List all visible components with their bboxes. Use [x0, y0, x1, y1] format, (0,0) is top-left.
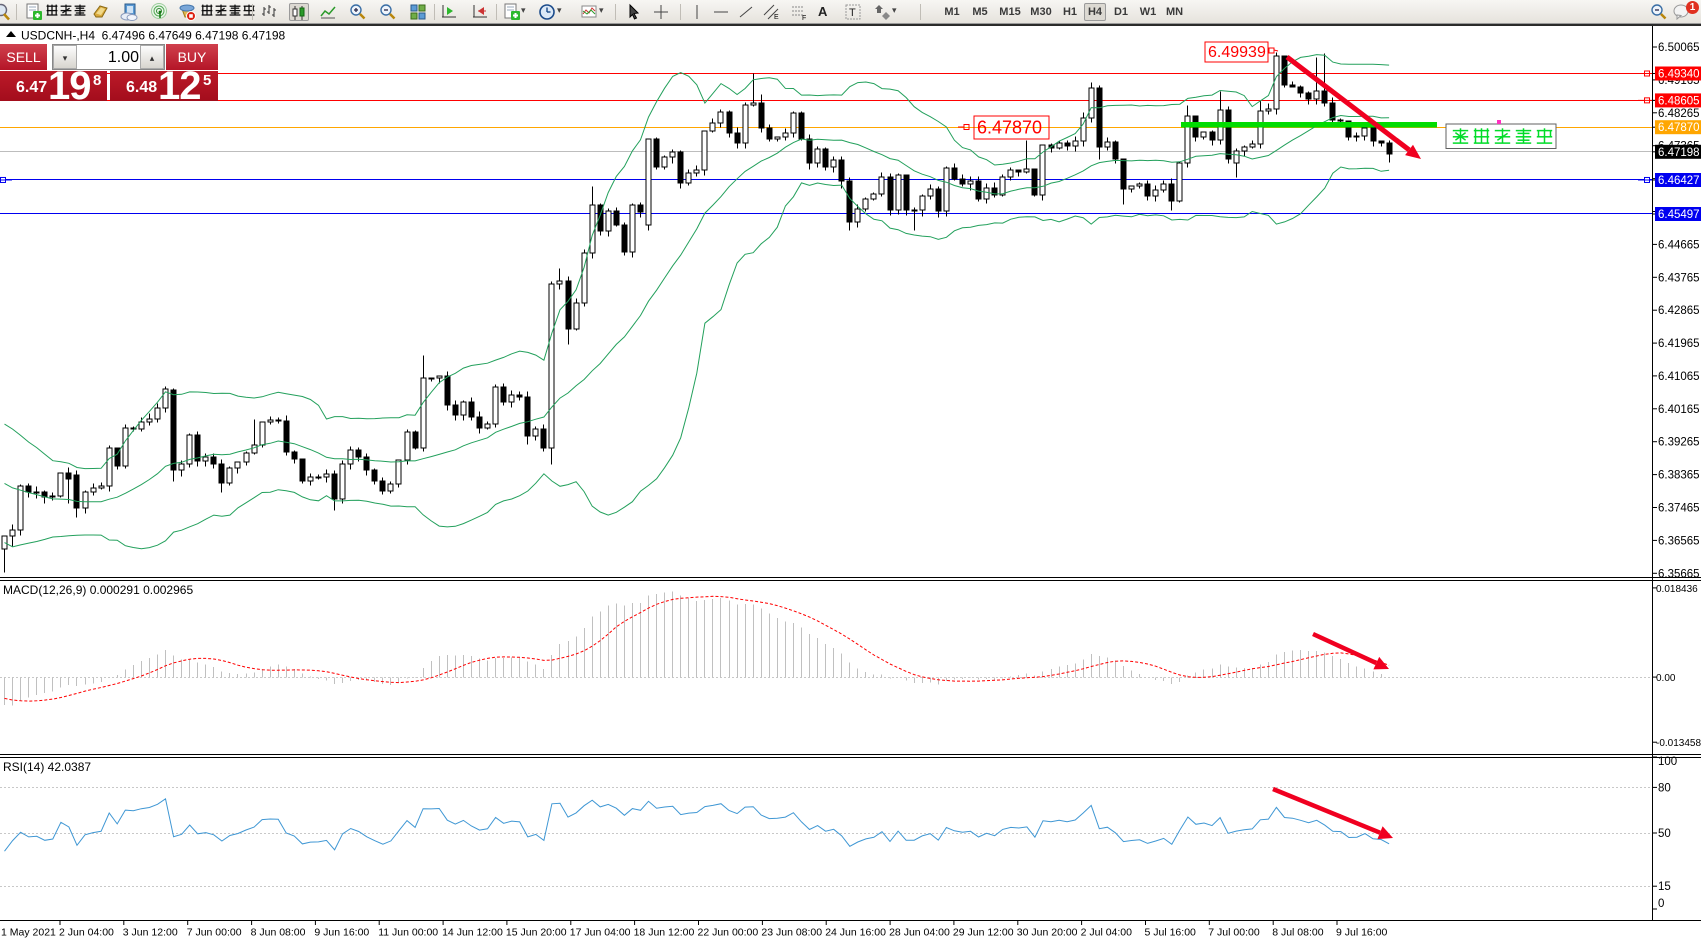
svg-text:11 Jun 00:00: 11 Jun 00:00: [378, 927, 438, 939]
svg-text:6.50065: 6.50065: [1658, 42, 1700, 54]
svg-text:3 Jun 12:00: 3 Jun 12:00: [123, 927, 178, 939]
svg-text:0.018436: 0.018436: [1656, 584, 1698, 595]
svg-text:9 Jun 16:00: 9 Jun 16:00: [314, 927, 369, 939]
svg-text:6.47198: 6.47198: [1658, 147, 1700, 159]
svg-text:0: 0: [1658, 898, 1664, 910]
svg-text:24 Jun 16:00: 24 Jun 16:00: [825, 927, 886, 939]
svg-text:6.41065: 6.41065: [1658, 371, 1700, 383]
svg-text:6.38365: 6.38365: [1658, 470, 1700, 482]
svg-text:6.48265: 6.48265: [1658, 108, 1700, 120]
svg-text:29 Jun 12:00: 29 Jun 12:00: [953, 927, 1014, 939]
svg-text:-0.013458: -0.013458: [1656, 738, 1701, 749]
svg-text:6.48605: 6.48605: [1658, 95, 1700, 107]
svg-text:22 Jun 00:00: 22 Jun 00:00: [698, 927, 759, 939]
svg-text:8 Jun 08:00: 8 Jun 08:00: [251, 927, 306, 939]
svg-text:MACD(12,26,9) 0.000291 0.00296: MACD(12,26,9) 0.000291 0.002965: [3, 583, 193, 597]
svg-text:50: 50: [1658, 828, 1671, 840]
svg-text:0.00: 0.00: [1656, 673, 1676, 684]
svg-text:6.36565: 6.36565: [1658, 535, 1700, 547]
svg-text:6.35665: 6.35665: [1658, 568, 1700, 580]
svg-text:23 Jun 08:00: 23 Jun 08:00: [761, 927, 822, 939]
svg-text:6.47870: 6.47870: [1658, 122, 1700, 134]
svg-text:30 Jun 20:00: 30 Jun 20:00: [1017, 927, 1078, 939]
svg-text:100: 100: [1658, 756, 1677, 768]
svg-text:6.47870: 6.47870: [977, 118, 1042, 138]
svg-text:6.41965: 6.41965: [1658, 338, 1700, 350]
svg-text:F: F: [802, 15, 806, 21]
svg-text:2 Jun 04:00: 2 Jun 04:00: [59, 927, 114, 939]
svg-text:8 Jul 08:00: 8 Jul 08:00: [1272, 927, 1324, 939]
svg-text:7 Jun 00:00: 7 Jun 00:00: [187, 927, 242, 939]
svg-text:15: 15: [1658, 881, 1671, 893]
svg-text:28 Jun 04:00: 28 Jun 04:00: [889, 927, 950, 939]
svg-text:6.37465: 6.37465: [1658, 503, 1700, 515]
svg-text:6.49340: 6.49340: [1658, 69, 1700, 81]
svg-text:6.39265: 6.39265: [1658, 437, 1700, 449]
svg-text:18 Jun 12:00: 18 Jun 12:00: [634, 927, 695, 939]
svg-text:6.49939: 6.49939: [1208, 44, 1266, 61]
svg-text:2 Jul 04:00: 2 Jul 04:00: [1081, 927, 1133, 939]
svg-text:T: T: [849, 7, 856, 19]
svg-text:17 Jun 04:00: 17 Jun 04:00: [570, 927, 631, 939]
svg-text:9 Jul 16:00: 9 Jul 16:00: [1336, 927, 1388, 939]
svg-text:RSI(14) 42.0387: RSI(14) 42.0387: [3, 760, 91, 774]
svg-text:14 Jun 12:00: 14 Jun 12:00: [442, 927, 503, 939]
svg-text:6.43765: 6.43765: [1658, 272, 1700, 284]
svg-text:USDCNH-,H4 6.47496 6.47649 6.: USDCNH-,H4 6.47496 6.47649 6.47198 6.471…: [21, 29, 286, 43]
svg-text:6.40165: 6.40165: [1658, 404, 1700, 416]
svg-text:6.44665: 6.44665: [1658, 239, 1700, 251]
svg-text:6.42865: 6.42865: [1658, 305, 1700, 317]
svg-text:5 Jul 16:00: 5 Jul 16:00: [1145, 927, 1197, 939]
svg-text:15 Jun 20:00: 15 Jun 20:00: [506, 927, 567, 939]
svg-text:E: E: [774, 14, 779, 21]
svg-text:1 May 2021: 1 May 2021: [1, 927, 56, 939]
svg-text:80: 80: [1658, 782, 1671, 794]
svg-text:7 Jul 00:00: 7 Jul 00:00: [1208, 927, 1260, 939]
svg-text:6.46427: 6.46427: [1658, 175, 1700, 187]
svg-text:6.45497: 6.45497: [1658, 209, 1700, 221]
